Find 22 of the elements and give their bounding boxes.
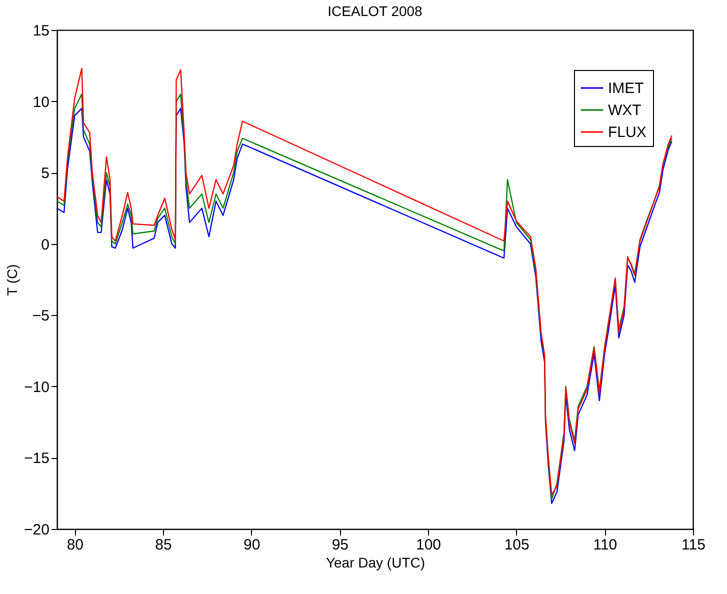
x-tick-label: 105 (504, 536, 530, 554)
y-tick-label: −20 (24, 522, 50, 538)
x-tick-label: 115 (682, 536, 706, 554)
y-tick-label: 15 (32, 22, 50, 40)
legend-label: WXT (608, 102, 642, 119)
chart-title: ICEALOT 2008 (328, 3, 423, 19)
y-tick-label: −5 (32, 308, 50, 325)
x-tick-label: 90 (243, 536, 260, 554)
x-tick-label: 85 (155, 536, 172, 554)
x-tick-label: 110 (593, 536, 618, 554)
y-tick-label: 5 (41, 165, 50, 182)
y-tick-label: 10 (32, 94, 50, 111)
x-axis-title: Year Day (UTC) (326, 554, 426, 570)
y-tick-label: 0 (41, 236, 50, 254)
legend-label: FLUX (608, 124, 646, 141)
x-tick-label: 100 (416, 536, 442, 554)
y-tick-label: −15 (24, 450, 50, 468)
x-tick-label: 80 (66, 536, 84, 554)
y-axis-title: T (C) (4, 264, 20, 296)
legend-label: IMET (608, 80, 644, 97)
y-tick-label: −10 (24, 378, 50, 396)
x-tick-label: 95 (332, 536, 349, 554)
